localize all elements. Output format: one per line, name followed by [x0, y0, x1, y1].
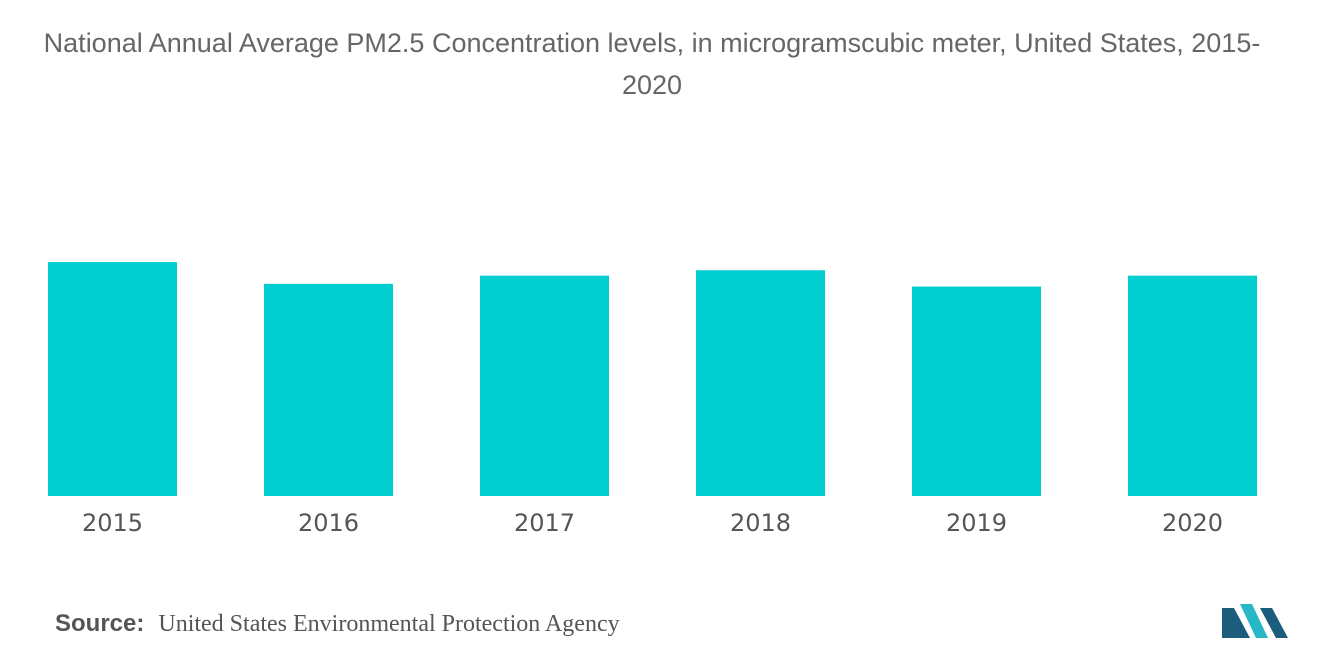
bar-2020 — [1128, 275, 1257, 496]
logo-shape-left — [1222, 608, 1250, 638]
logo-shape-mid — [1240, 604, 1268, 638]
bar-chart: 2015 2016 2017 2018 2019 2020 — [48, 262, 1257, 537]
source-note: Source: United States Environmental Prot… — [55, 610, 620, 638]
bar-2016 — [264, 283, 393, 496]
logo-shape-right — [1260, 608, 1288, 638]
x-tick-label-2016: 2016 — [298, 509, 359, 537]
bar-2017 — [480, 275, 609, 496]
bar-2019 — [912, 286, 1041, 496]
bar-2018 — [696, 270, 825, 496]
mordor-intelligence-logo-icon — [1222, 604, 1288, 638]
bars-group — [48, 262, 1257, 496]
x-tick-label-2020: 2020 — [1162, 509, 1223, 537]
source-label: Source: — [55, 610, 145, 637]
bar-2015 — [48, 262, 177, 496]
source-text: United States Environmental Protection A… — [158, 611, 620, 637]
x-tick-label-2019: 2019 — [946, 509, 1007, 537]
x-tick-label-2015: 2015 — [82, 509, 143, 537]
x-axis-tick-labels: 2015 2016 2017 2018 2019 2020 — [82, 509, 1223, 537]
x-tick-label-2017: 2017 — [514, 509, 575, 537]
chart-title: National Annual Average PM2.5 Concentrat… — [43, 28, 1261, 100]
x-tick-label-2018: 2018 — [730, 509, 791, 537]
